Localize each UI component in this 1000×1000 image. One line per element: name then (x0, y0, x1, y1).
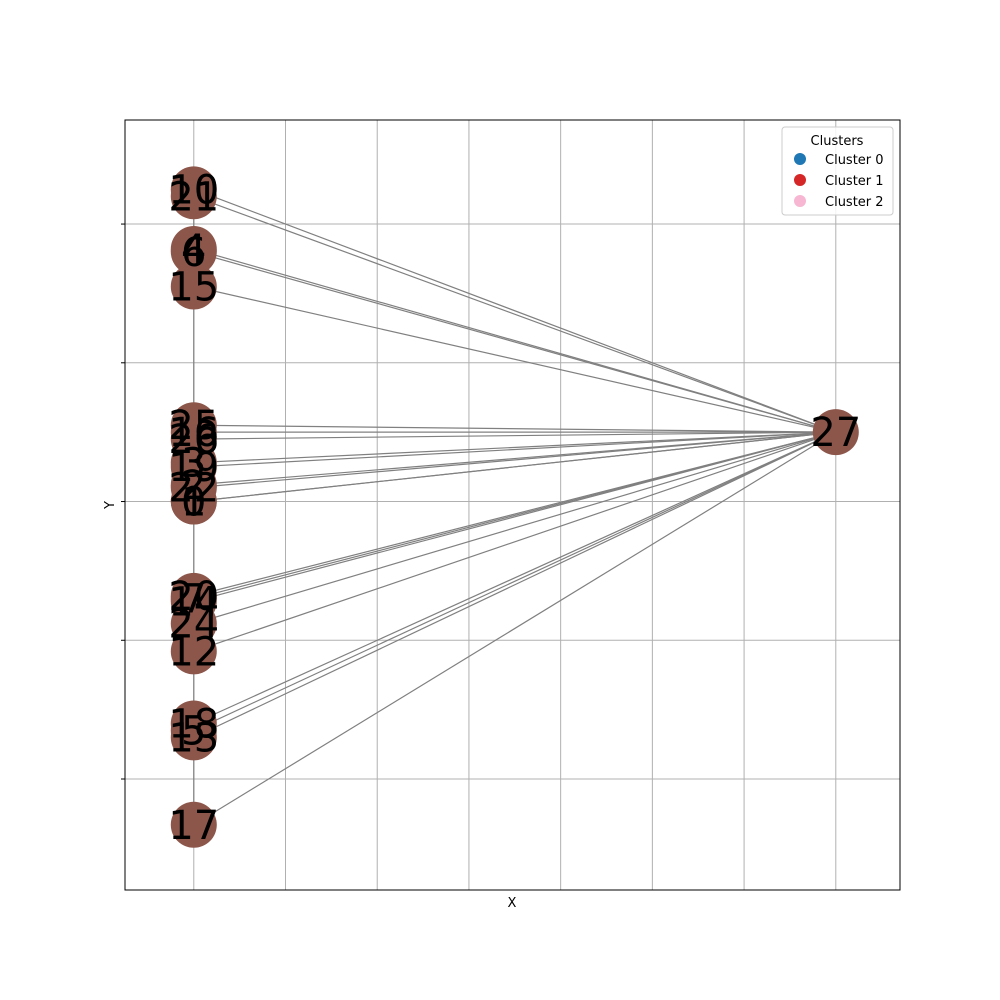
node-21 (170, 173, 217, 220)
node-4 (170, 226, 217, 273)
node-13 (170, 714, 217, 761)
node-label-10: 10 (168, 167, 219, 213)
node-label-13: 13 (168, 715, 219, 761)
node-15 (170, 263, 217, 310)
legend-label-cluster-0: Cluster 0 (825, 153, 884, 168)
legend-label-cluster-2: Cluster 2 (825, 195, 884, 210)
edge-27-15 (193, 285, 836, 433)
edge-27-26 (193, 431, 836, 440)
edge-27-5 (193, 431, 837, 731)
node-label-24: 24 (168, 602, 219, 648)
node-label-22: 22 (168, 466, 219, 512)
node-label-16: 16 (168, 410, 219, 456)
node-label-20: 20 (168, 574, 219, 620)
edge-27-13 (193, 431, 837, 738)
legend: Clusters Cluster 0 Cluster 1 Cluster 2 (781, 126, 894, 216)
node-label-4: 4 (181, 227, 206, 273)
edge-27-14 (193, 431, 836, 603)
node-1 (170, 478, 217, 525)
edge-27-1 (193, 431, 836, 503)
edge-27-12 (193, 431, 836, 652)
edge-27-3 (193, 431, 836, 464)
node-label-1: 1 (181, 480, 206, 526)
nodes (170, 166, 859, 848)
plot-frame (124, 119, 901, 891)
edge-27-17 (193, 431, 837, 826)
y-axis-label: Y (103, 501, 118, 510)
node-label-18: 18 (168, 702, 219, 748)
legend-label-cluster-1: Cluster 1 (825, 174, 884, 189)
node-label-17: 17 (168, 803, 219, 849)
legend-marker-cluster-2 (794, 195, 806, 207)
edge-27-21 (193, 195, 837, 433)
node-label-6: 6 (181, 230, 206, 276)
x-axis-label: X (508, 896, 517, 911)
node-label-15: 15 (168, 264, 219, 310)
node-label-7: 7 (181, 577, 206, 623)
node-label-27: 27 (810, 410, 861, 456)
edge-27-18 (193, 431, 837, 725)
legend-marker-cluster-1 (794, 174, 806, 186)
node-label-21: 21 (168, 174, 219, 220)
node-label-12: 12 (168, 629, 219, 675)
node-label-2: 2 (181, 463, 206, 509)
node-17 (170, 801, 217, 848)
node-label-5: 5 (181, 708, 206, 754)
node-label-19: 19 (168, 445, 219, 491)
edge-27-22 (193, 431, 836, 489)
edge-27-19 (193, 431, 836, 468)
node-12 (170, 628, 217, 675)
legend-title: Clusters (811, 134, 864, 149)
edge-27-24 (193, 431, 836, 625)
node-label-14: 14 (168, 579, 219, 625)
node-label-26: 26 (168, 417, 219, 463)
edge-27-10 (193, 188, 837, 433)
legend-marker-cluster-0 (794, 153, 806, 165)
node-label-3: 3 (181, 441, 206, 487)
legend-box (781, 126, 894, 216)
node-27 (812, 409, 859, 456)
edge-27-4 (193, 248, 836, 433)
grid-lines (121, 120, 900, 890)
node-label-25: 25 (168, 403, 219, 449)
edge-27-25 (193, 424, 836, 433)
node-label-0: 0 (181, 480, 206, 526)
edges (193, 188, 837, 826)
